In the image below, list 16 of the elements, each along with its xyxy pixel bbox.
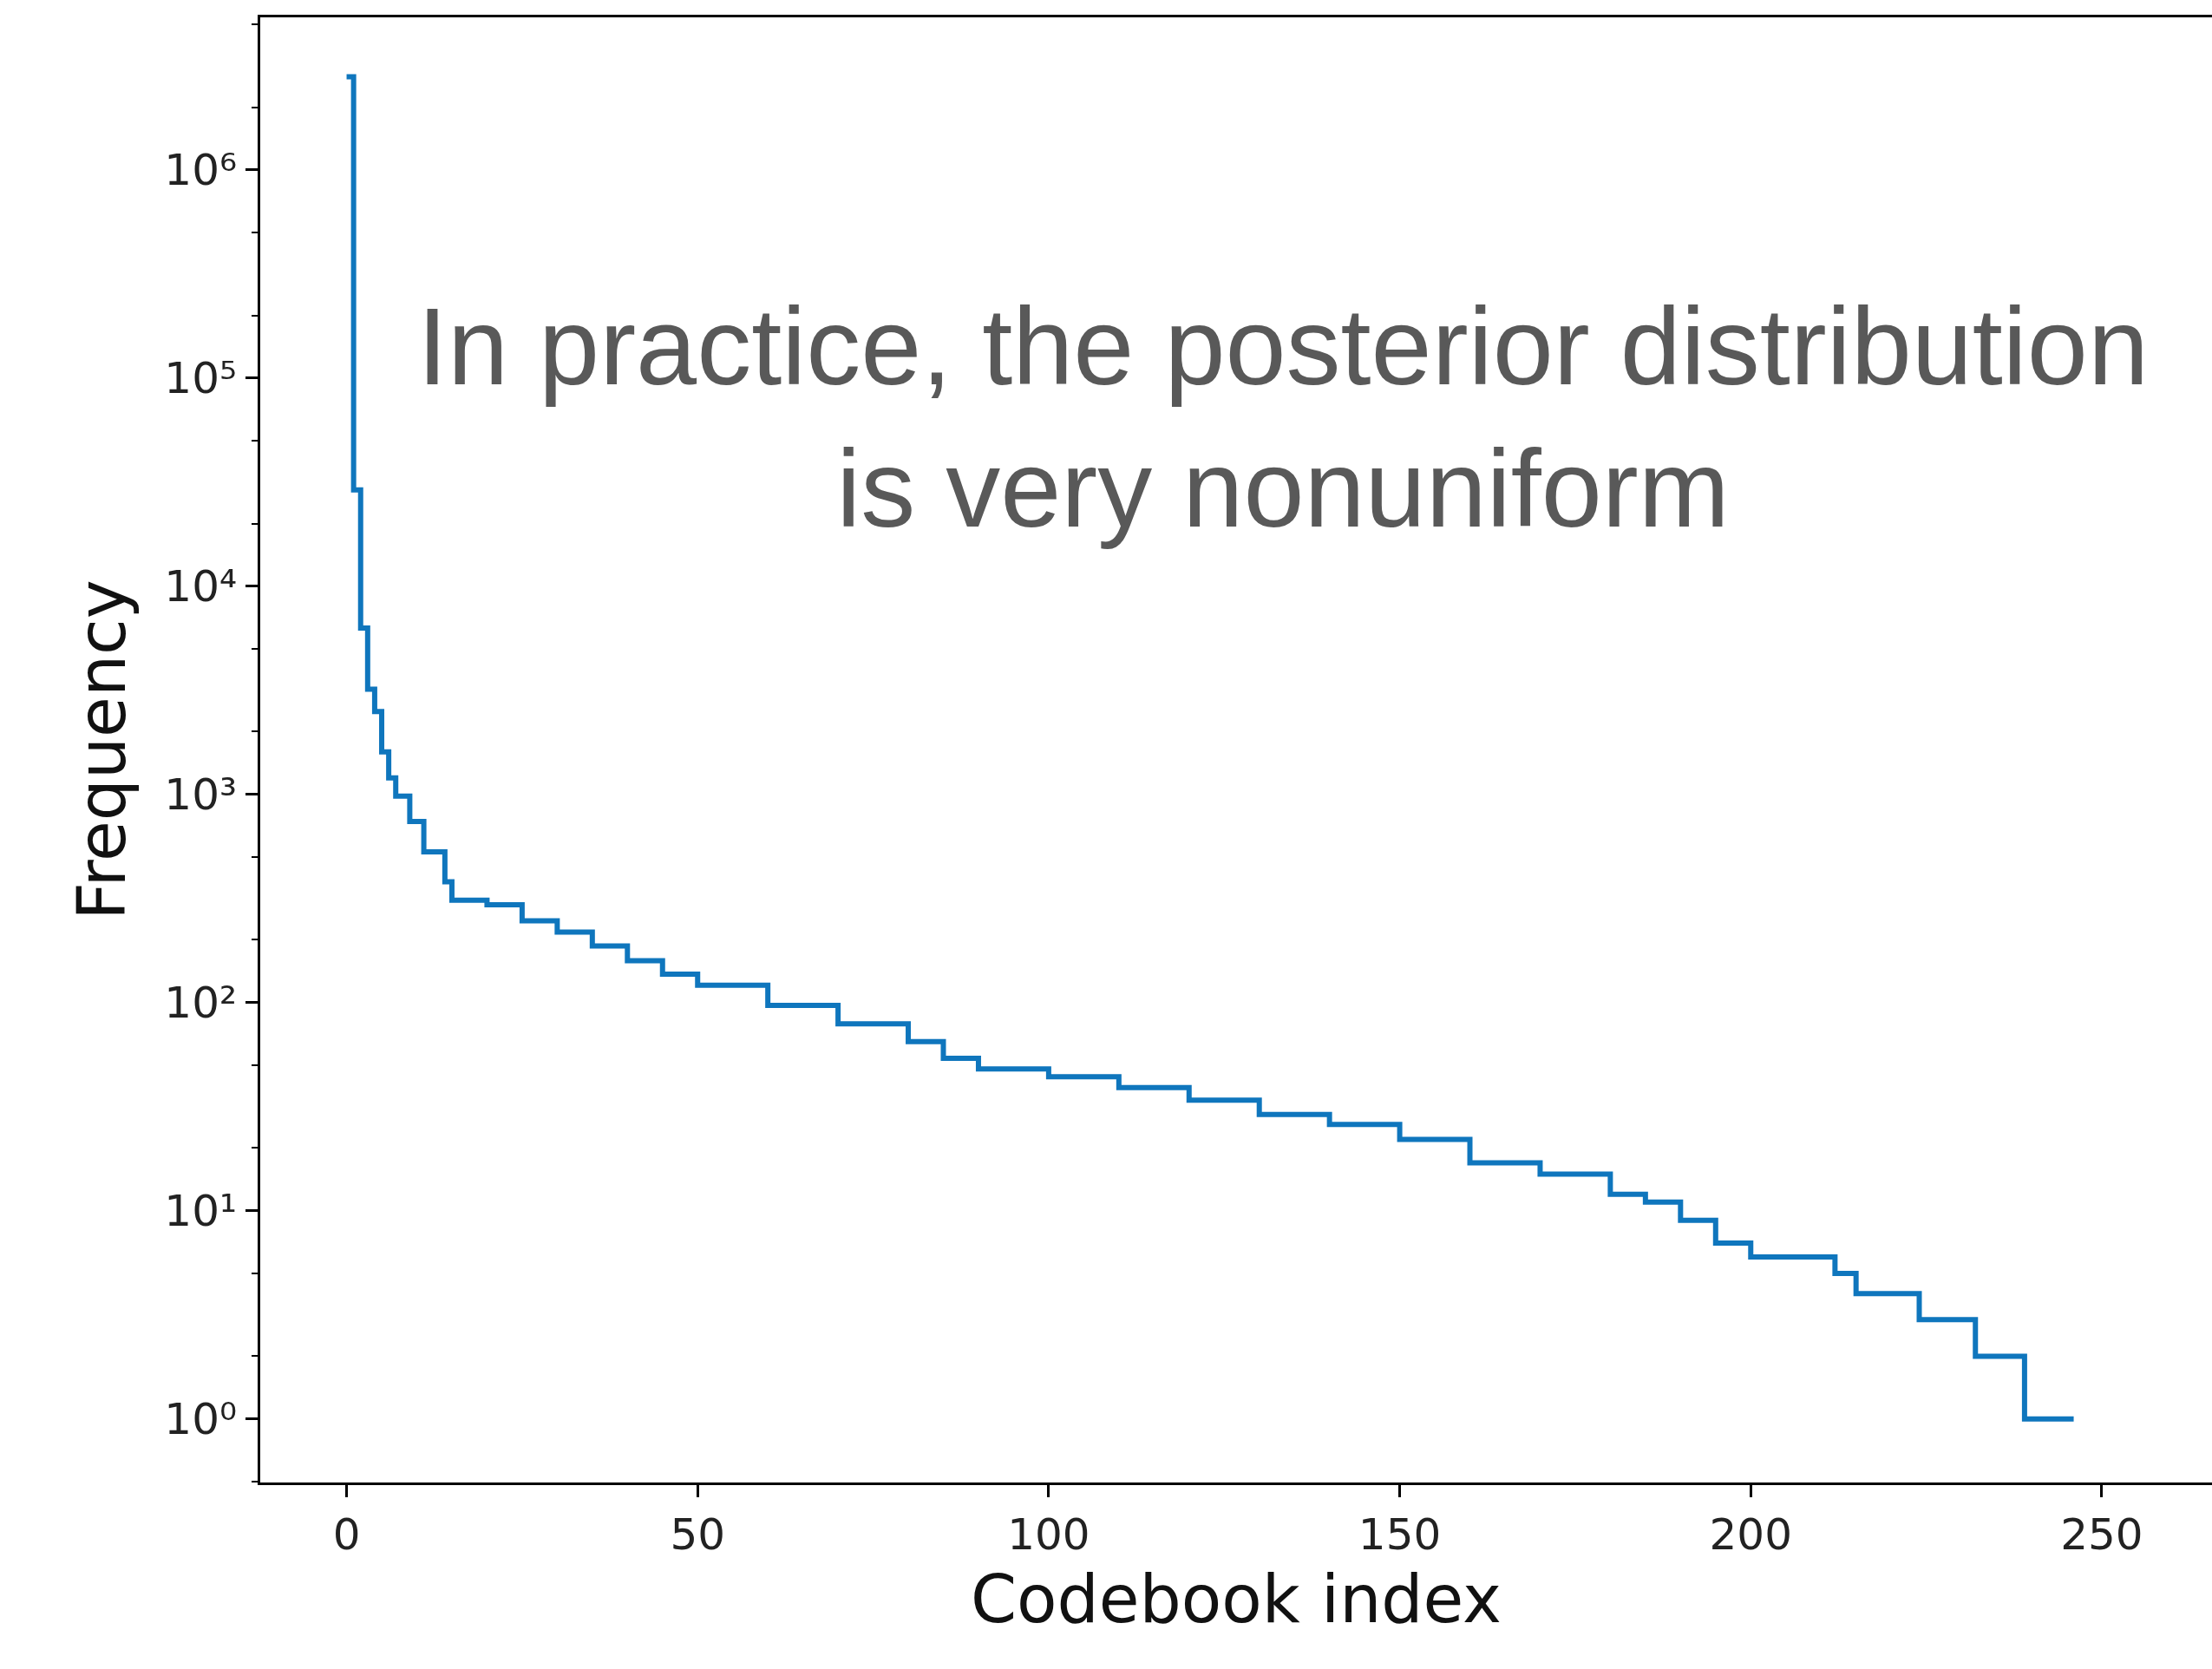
x-tick-label: 200 — [1709, 1509, 1792, 1560]
y-tick-label: 10¹ — [164, 1186, 237, 1237]
x-tick-label: 100 — [1007, 1509, 1090, 1560]
x-tick-label: 50 — [670, 1509, 726, 1560]
y-tick-label: 10³ — [164, 769, 237, 821]
y-tick-label: 10² — [164, 978, 237, 1029]
x-axis-title: Codebook index — [971, 1560, 1502, 1638]
y-axis-title: Frequency — [63, 579, 141, 920]
y-tick-label: 10⁰ — [164, 1394, 237, 1445]
x-tick-label: 250 — [2060, 1509, 2143, 1560]
y-tick-label: 10⁶ — [164, 145, 237, 196]
y-tick-label: 10⁴ — [164, 561, 237, 612]
y-tick-label: 10⁵ — [164, 353, 237, 404]
x-tick-label: 0 — [332, 1509, 361, 1560]
annotation: In practice, the posterior distribution is very nonuniform — [417, 285, 2150, 550]
x-tick-label: 150 — [1358, 1509, 1442, 1560]
